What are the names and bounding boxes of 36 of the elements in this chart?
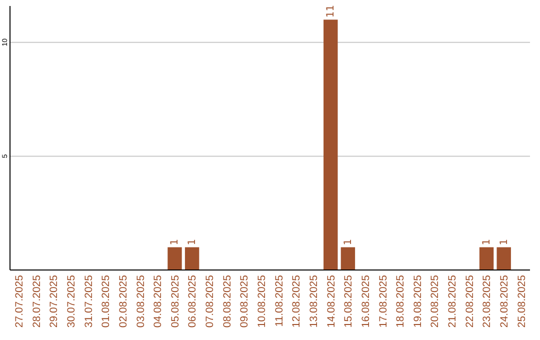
data-label: 1 [170,238,181,246]
x-tick-label: 30.07.2025 [65,274,78,328]
data-label: 1 [187,238,198,246]
x-tick-label: 07.08.2025 [204,274,216,328]
data-label: 1 [498,238,510,246]
x-tick-label: 01.08.2025 [100,274,112,328]
x-tick-label: 10.08.2025 [256,274,268,328]
x-tick-label: 13.08.2025 [308,274,320,328]
data-label: 11 [326,4,337,18]
x-tick-label: 02.08.2025 [117,274,130,328]
x-tick-label: 27.07.2025 [14,274,26,328]
x-tick-label: 11.08.2025 [273,274,286,327]
x-tick-label: 19.08.2025 [412,274,424,328]
x-tick-label: 06.08.2025 [186,274,199,328]
data-label: 1 [482,238,493,246]
x-tick-label: 28.07.2025 [30,274,43,328]
x-tick-label: 12.08.2025 [290,274,303,328]
x-tick-label: 22.08.2025 [464,274,476,328]
x-tick-label: 24.08.2025 [498,274,511,328]
x-tick-label: 05.08.2025 [169,274,182,328]
x-tick-label: 16.08.2025 [360,274,372,328]
x-tick-label: 03.08.2025 [134,274,147,328]
x-tick-label: 21.08.2025 [446,274,459,328]
x-tick-label: 31.07.2025 [82,274,95,328]
x-tick-label: 14.08.2025 [325,274,338,328]
x-tick-label: 15.08.2025 [342,274,355,328]
x-tick-label: 23.08.2025 [481,274,494,328]
x-tick-label: 29.07.2025 [48,274,60,328]
x-tick-label: 18.08.2025 [394,274,407,328]
x-tick-label: 09.08.2025 [238,274,251,328]
x-tick-label: 04.08.2025 [152,274,164,328]
x-tick-label: 08.08.2025 [221,274,234,328]
x-tick-label: 17.08.2025 [377,274,390,328]
x-tick-label: 20.08.2025 [429,274,442,328]
x-tick-label: 25.08.2025 [516,274,528,328]
data-label: 1 [342,238,354,246]
